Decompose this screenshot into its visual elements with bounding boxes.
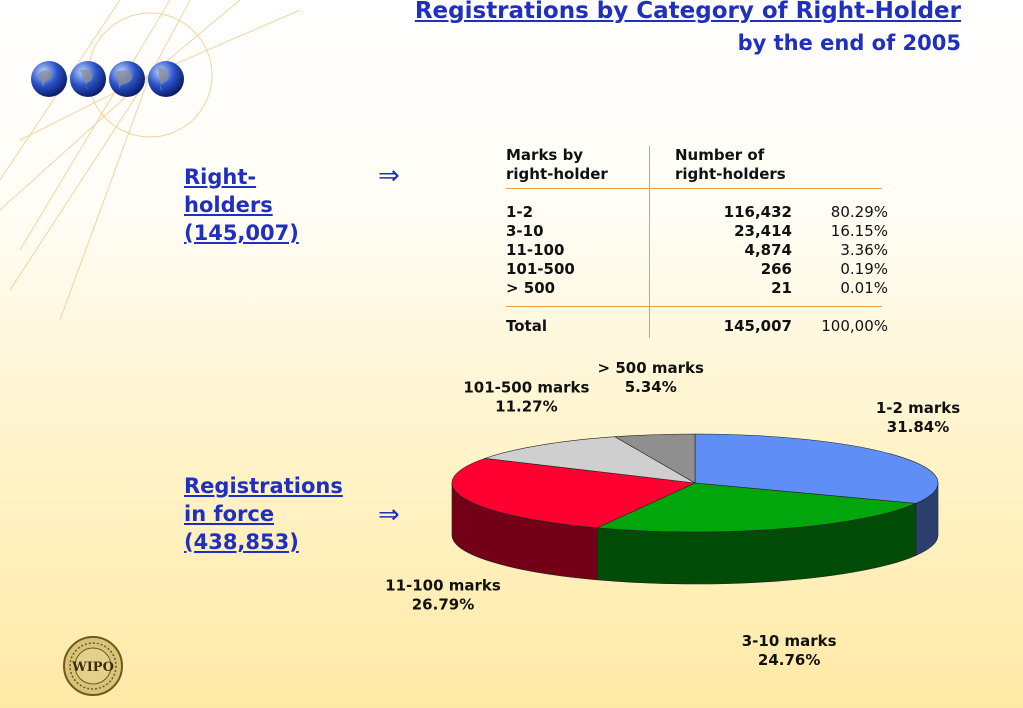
registrations-label-line: (438,853): [184, 530, 299, 554]
pie-slice-label: 11-100 marks 26.79%: [385, 577, 501, 614]
registrations-label-line: Registrations: [184, 474, 343, 498]
pie-slice-label: 1-2 marks 31.84%: [876, 399, 960, 436]
page-subtitle: by the end of 2005: [737, 31, 961, 55]
row-percent: 0.19%: [840, 260, 888, 278]
pie-slice-label: > 500 marks 5.34%: [598, 359, 704, 396]
globes-logo: [31, 61, 184, 97]
table-header-line: right-holder: [506, 165, 608, 183]
row-count: 4,874: [744, 241, 792, 259]
right-holders-label-line: holders: [184, 193, 273, 217]
row-count: 266: [760, 260, 792, 278]
page-title: Registrations by Category of Right-Holde…: [414, 0, 961, 24]
total-rule: [506, 306, 882, 307]
globe-icon: [109, 61, 145, 97]
table-header-count: Number of right-holders: [675, 146, 786, 184]
registrations-label-line: in force: [184, 502, 275, 526]
registrations-label: Registrations in force (438,853): [184, 472, 343, 556]
total-percent: 100,00%: [821, 317, 888, 335]
pie-slice: [484, 436, 696, 484]
globe-icon: [31, 61, 67, 97]
row-count: 21: [771, 279, 792, 297]
row-percent: 80.29%: [830, 203, 888, 221]
column-rule: [649, 146, 650, 338]
right-holders-label-line: Right-: [184, 165, 257, 189]
row-percent: 3.36%: [840, 241, 888, 259]
globe-icon: [70, 61, 106, 97]
row-category: 11-100: [506, 241, 565, 259]
pie-slice-label: 101-500 marks 11.27%: [463, 378, 589, 415]
pie-slice: [613, 433, 696, 484]
right-holders-label: Right- holders (145,007): [184, 163, 299, 247]
table-header-line: right-holders: [675, 165, 786, 183]
globe-icon: [148, 61, 184, 97]
wipo-seal-icon: WIPO: [63, 636, 123, 696]
arrow-icon: ⇒: [378, 161, 400, 191]
row-category: 1-2: [506, 203, 534, 221]
table-header-marks: Marks by right-holder: [506, 146, 608, 184]
arrow-icon: ⇒: [378, 500, 400, 530]
table-header-line: Marks by: [506, 146, 584, 164]
pie-slice: [595, 482, 918, 533]
row-category: > 500: [506, 279, 556, 297]
right-holders-label-line: (145,007): [184, 221, 299, 245]
pie-slice: [694, 433, 939, 504]
total-category: Total: [506, 317, 547, 335]
row-count: 23,414: [734, 222, 792, 240]
pie-slice-label: 3-10 marks 24.76%: [742, 632, 837, 669]
seal-text: WIPO: [71, 660, 114, 675]
total-count: 145,007: [723, 317, 792, 335]
pie-slice: [451, 458, 697, 529]
row-percent: 16.15%: [830, 222, 888, 240]
header-rule: [506, 188, 882, 189]
row-category: 101-500: [506, 260, 575, 278]
row-percent: 0.01%: [840, 279, 888, 297]
row-count: 116,432: [723, 203, 792, 221]
table-header-line: Number of: [675, 146, 765, 164]
row-category: 3-10: [506, 222, 544, 240]
